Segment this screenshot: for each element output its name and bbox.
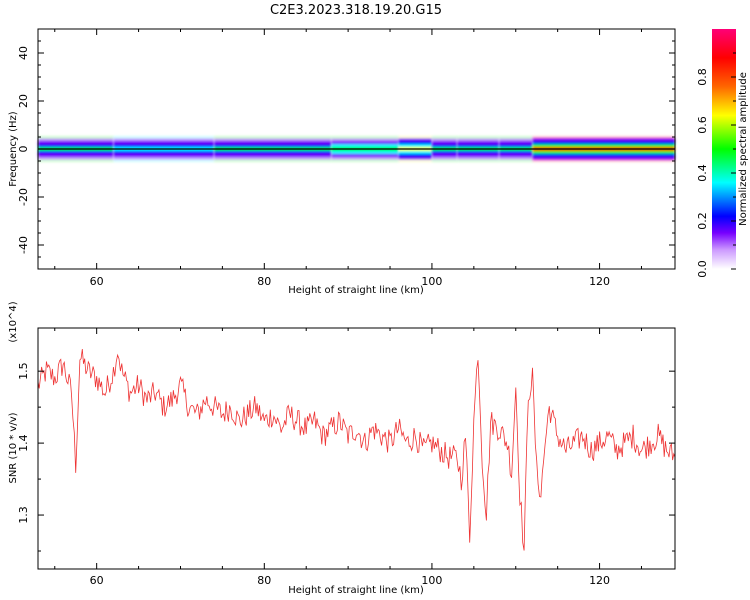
y-tick-label: 1.4 xyxy=(17,434,30,452)
colorbar-tick-label: 0.6 xyxy=(696,116,709,134)
x-tick-label: 120 xyxy=(589,574,610,587)
spectrogram-plot-area xyxy=(38,136,675,162)
spectrogram-y-axis-label: Frequency (Hz) xyxy=(8,111,19,187)
snr-y-ticks: 1.3 1.4 1.5 xyxy=(17,362,675,552)
colorbar-ticks: 0.0 0.2 0.4 0.6 0.8 xyxy=(696,52,736,278)
x-tick-label: 120 xyxy=(589,275,610,288)
x-tick-label: 80 xyxy=(257,574,271,587)
y-tick-label: -40 xyxy=(17,236,30,254)
snr-y-axis-label: SNR (10 * v/v) xyxy=(8,412,19,483)
spectrogram-x-axis-label: Height of straight line (km) xyxy=(288,285,424,296)
chart-title: C2E3.2023.318.19.20.G15 xyxy=(270,3,442,18)
colorbar-tick-label: 0.2 xyxy=(696,212,709,230)
spectrogram-y-ticks: -40 -20 0 20 40 xyxy=(17,40,675,258)
x-tick-label: 60 xyxy=(90,275,104,288)
snr-series-line xyxy=(38,348,675,551)
y-tick-label: 0 xyxy=(17,146,30,153)
x-tick-label: 100 xyxy=(421,275,442,288)
colorbar-gradient xyxy=(712,29,736,269)
y-tick-label: 1.3 xyxy=(17,506,30,524)
colorbar-tick-label: 0.0 xyxy=(696,260,709,278)
snr-y-scale-label: (x10^4) xyxy=(8,301,19,342)
y-tick-label: 20 xyxy=(17,94,30,108)
y-tick-label: 1.5 xyxy=(17,362,30,380)
colorbar-label: Normalized spectral amplitude xyxy=(738,72,749,226)
spectrogram-x-ticks: 60 80 100 120 xyxy=(54,29,642,288)
colorbar-tick-label: 0.4 xyxy=(696,164,709,182)
x-tick-label: 100 xyxy=(421,574,442,587)
snr-panel: 60 80 100 120 1.3 1.4 1.5 Height of straight … xyxy=(8,301,676,596)
x-tick-label: 80 xyxy=(257,275,271,288)
y-tick-label: -20 xyxy=(17,188,30,206)
y-tick-label: 40 xyxy=(17,46,30,60)
snr-plot-area xyxy=(38,348,675,551)
colorbar: 0.0 0.2 0.4 0.6 0.8 Normalized spectral ampl… xyxy=(696,29,749,278)
spectrogram-panel: 60 80 100 120 -40 -20 0 20 40 Height of straigh… xyxy=(8,28,676,296)
snr-frame xyxy=(37,327,676,570)
snr-x-axis-label: Height of straight line (km) xyxy=(288,585,424,596)
colorbar-tick-label: 0.8 xyxy=(696,68,709,86)
snr-x-ticks: 60 80 100 120 xyxy=(54,328,642,587)
x-tick-label: 60 xyxy=(90,574,104,587)
